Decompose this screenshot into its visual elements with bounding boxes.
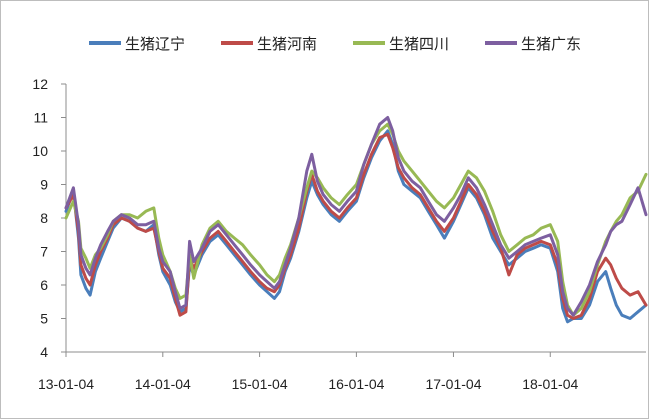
y-tick-label: 11 bbox=[33, 110, 48, 126]
legend-label: 生猪辽宁 bbox=[125, 35, 185, 53]
x-axis: 13-01-04 14-01-04 15-01-04 16-01-04 17-01-04… bbox=[38, 351, 646, 392]
series-line bbox=[64, 129, 648, 324]
y-tick-label: 8 bbox=[40, 210, 48, 226]
y-axis: 4 5 6 7 8 9 10 11 12 bbox=[32, 76, 67, 360]
legend-label: 生猪广东 bbox=[521, 35, 581, 53]
series-line bbox=[64, 122, 648, 317]
series-layer bbox=[64, 116, 648, 324]
y-tick-label: 10 bbox=[32, 143, 48, 159]
y-tick-label: 12 bbox=[32, 76, 48, 92]
x-tick-label: 17-01-04 bbox=[425, 376, 481, 392]
y-tick-label: 7 bbox=[40, 244, 48, 260]
y-tick-label: 6 bbox=[40, 277, 48, 293]
x-tick-label: 14-01-04 bbox=[135, 376, 191, 392]
series-line bbox=[64, 132, 648, 320]
legend-label: 生猪四川 bbox=[389, 35, 449, 53]
y-tick-label: 9 bbox=[40, 177, 48, 193]
legend-label: 生猪河南 bbox=[257, 35, 317, 53]
x-tick-label: 13-01-04 bbox=[38, 376, 94, 392]
x-tick-label: 16-01-04 bbox=[328, 376, 384, 392]
series-line bbox=[64, 116, 648, 317]
x-tick-label: 18-01-04 bbox=[522, 376, 578, 392]
y-tick-label: 4 bbox=[40, 344, 48, 360]
y-tick-label: 5 bbox=[40, 311, 48, 327]
legend: 生猪辽宁 生猪河南 生猪四川 生猪广东 bbox=[89, 35, 581, 53]
x-tick-label: 15-01-04 bbox=[232, 376, 288, 392]
